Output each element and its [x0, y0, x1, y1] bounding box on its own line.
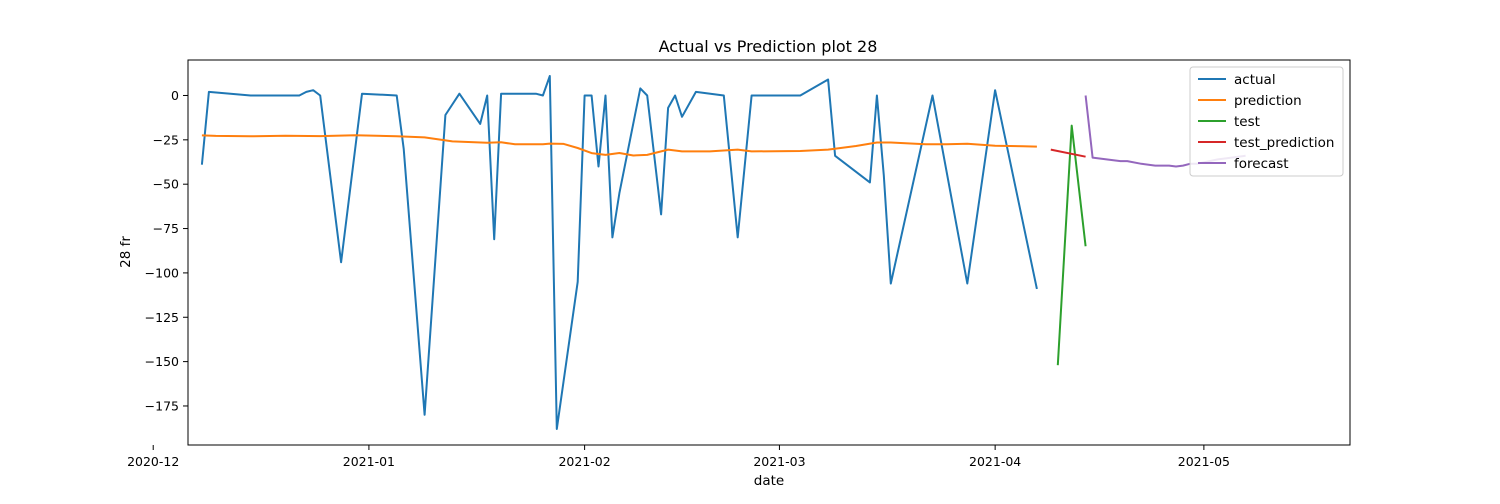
- y-tick-label: −100: [145, 265, 179, 280]
- y-tick-label: −75: [153, 221, 179, 236]
- legend-label-test_prediction: test_prediction: [1234, 135, 1334, 151]
- x-tick-label: 2021-01: [343, 454, 395, 469]
- y-tick-label: 0: [171, 88, 179, 103]
- x-tick-label: 2021-03: [753, 454, 805, 469]
- x-axis-label: date: [754, 473, 784, 489]
- y-tick-label: −150: [145, 354, 179, 369]
- series-test_prediction-line: [1050, 148, 1086, 158]
- x-tick-label: 2021-02: [558, 454, 610, 469]
- legend: actual prediction test test_predictionforec…: [1189, 66, 1344, 177]
- plot-area-frame: [187, 59, 1351, 446]
- series-layer: [200, 75, 1246, 430]
- y-axis: 0 −25 −50 −75 −100 −125 −150 −175: [145, 88, 188, 413]
- y-tick-label: −125: [145, 310, 179, 325]
- legend-box: [1189, 66, 1344, 177]
- x-tick-label: 2021-05: [1178, 454, 1230, 469]
- legend-label-prediction: prediction: [1234, 93, 1302, 109]
- x-tick-label: 2020-12: [127, 454, 179, 469]
- y-tick-label: −25: [153, 132, 179, 147]
- legend-label-actual: actual: [1234, 72, 1276, 88]
- y-tick-label: −50: [153, 177, 179, 192]
- series-test-line: [1056, 124, 1087, 366]
- chart-title: Actual vs Prediction plot 28: [659, 37, 878, 56]
- legend-label-test: test: [1234, 114, 1260, 130]
- y-tick-label: −175: [145, 398, 179, 413]
- series-prediction-line: [201, 134, 1037, 157]
- legend-label-forecast: forecast: [1234, 156, 1289, 172]
- x-tick-label: 2021-04: [969, 454, 1021, 469]
- y-axis-label: 28 fr: [118, 236, 134, 268]
- series-actual-line: [200, 75, 1038, 430]
- x-axis: 2020-12 2021-01 2021-02 2021-03 2021-04 2021-…: [127, 445, 1230, 469]
